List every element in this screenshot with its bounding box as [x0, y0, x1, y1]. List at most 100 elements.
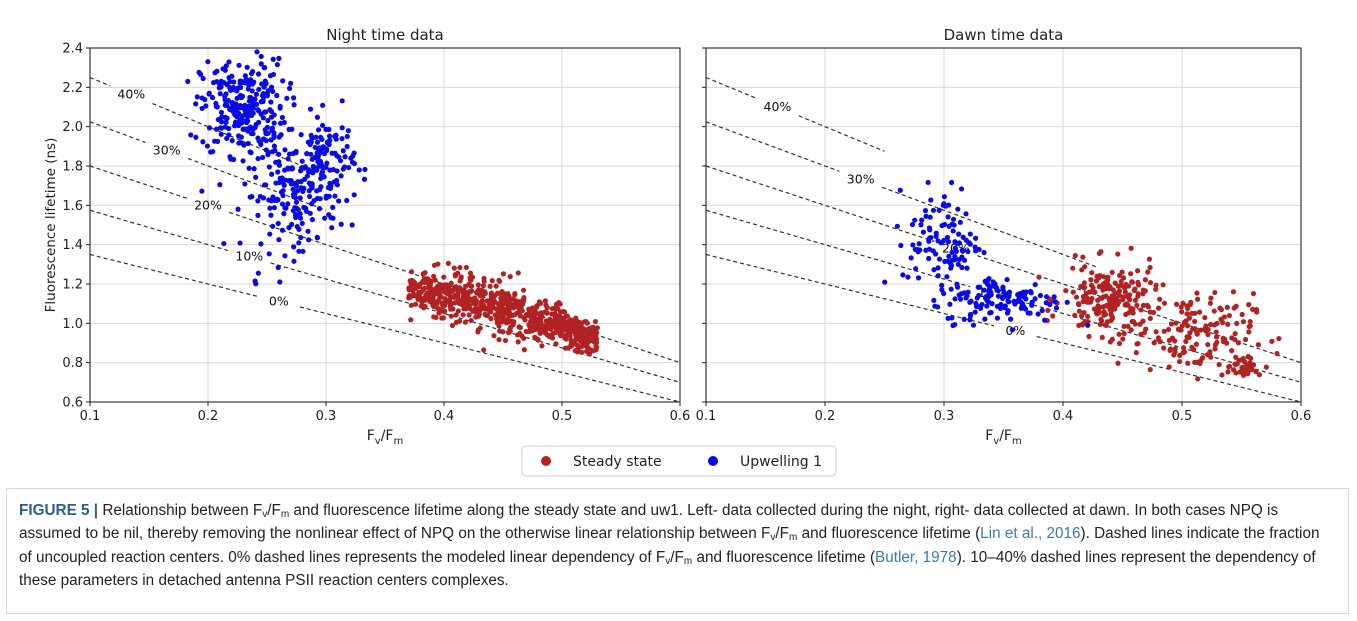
data-point-upwelling-1	[208, 149, 214, 155]
y-tick-label: 0.6	[62, 396, 83, 411]
data-point-steady-state	[489, 278, 495, 284]
data-point-steady-state	[1226, 364, 1232, 370]
data-point-upwelling-1	[305, 228, 311, 234]
legend-label: Steady state	[573, 454, 662, 470]
data-point-upwelling-1	[286, 85, 293, 92]
data-point-steady-state	[1240, 367, 1246, 373]
data-point-steady-state	[461, 306, 467, 312]
data-point-steady-state	[1112, 280, 1118, 286]
data-point-upwelling-1	[255, 71, 262, 77]
data-point-upwelling-1	[295, 188, 301, 194]
data-point-steady-state	[1147, 264, 1153, 271]
data-point-steady-state	[452, 273, 458, 279]
data-point-steady-state	[461, 287, 467, 294]
data-point-steady-state	[466, 312, 472, 318]
data-point-upwelling-1	[303, 205, 309, 211]
data-point-steady-state	[1195, 376, 1201, 382]
data-point-steady-state	[408, 269, 415, 275]
data-point-steady-state	[1135, 341, 1141, 347]
data-point-steady-state	[1104, 278, 1110, 284]
data-point-upwelling-1	[1027, 310, 1033, 316]
data-point-steady-state	[550, 330, 556, 336]
data-point-steady-state	[510, 305, 517, 311]
data-point-steady-state	[1234, 320, 1240, 327]
data-point-upwelling-1	[193, 134, 199, 140]
data-point-steady-state	[580, 327, 586, 334]
data-point-upwelling-1	[965, 248, 971, 255]
data-point-steady-state	[1230, 289, 1237, 295]
caption-ref-lin[interactable]: Lin et al., 2016	[980, 525, 1081, 543]
data-point-steady-state	[1072, 252, 1078, 259]
data-point-upwelling-1	[342, 154, 348, 160]
data-point-steady-state	[1135, 282, 1142, 288]
y-tick-label: 2.4	[62, 42, 83, 57]
data-point-upwelling-1	[882, 279, 888, 285]
data-point-steady-state	[446, 298, 452, 304]
data-point-upwelling-1	[320, 102, 326, 108]
y-tick-label: 1.8	[62, 160, 83, 175]
reference-line-label: 10%	[235, 249, 263, 264]
data-point-upwelling-1	[976, 292, 982, 299]
data-point-steady-state	[436, 289, 442, 295]
data-point-upwelling-1	[313, 134, 319, 140]
data-point-steady-state	[502, 337, 509, 344]
data-point-upwelling-1	[948, 286, 954, 292]
data-point-upwelling-1	[253, 101, 260, 108]
data-point-upwelling-1	[296, 240, 302, 246]
data-point-steady-state	[1096, 250, 1102, 257]
data-point-steady-state	[1095, 297, 1101, 303]
data-point-upwelling-1	[981, 287, 987, 293]
data-point-steady-state	[1111, 304, 1118, 311]
data-point-upwelling-1	[255, 212, 261, 218]
data-point-steady-state	[500, 329, 506, 335]
data-point-steady-state	[1187, 301, 1194, 308]
data-point-upwelling-1	[299, 158, 305, 164]
data-point-upwelling-1	[275, 264, 281, 271]
data-point-steady-state	[1147, 279, 1154, 286]
data-point-steady-state	[1099, 318, 1105, 324]
data-point-upwelling-1	[242, 73, 248, 79]
data-point-upwelling-1	[286, 151, 293, 157]
data-point-upwelling-1	[327, 180, 333, 186]
data-point-upwelling-1	[265, 117, 271, 124]
data-point-steady-state	[533, 304, 540, 310]
data-point-steady-state	[527, 324, 533, 330]
data-point-upwelling-1	[356, 167, 362, 173]
data-point-upwelling-1	[337, 158, 344, 164]
data-point-upwelling-1	[1085, 322, 1091, 328]
caption-ref-butler[interactable]: Butler, 1978	[875, 548, 957, 566]
data-point-upwelling-1	[271, 205, 277, 211]
data-point-steady-state	[1225, 321, 1231, 327]
x-tick-label: 0.6	[670, 409, 691, 424]
data-point-steady-state	[451, 294, 457, 300]
data-point-upwelling-1	[258, 141, 264, 148]
data-point-upwelling-1	[260, 97, 266, 103]
data-point-steady-state	[1132, 297, 1139, 303]
x-tick-label: 0.6	[1291, 409, 1312, 424]
data-point-upwelling-1	[935, 238, 941, 244]
data-point-steady-state	[1274, 350, 1280, 357]
data-point-upwelling-1	[338, 221, 344, 227]
data-point-upwelling-1	[963, 211, 969, 217]
data-point-upwelling-1	[314, 114, 321, 120]
data-point-upwelling-1	[267, 231, 273, 237]
data-point-upwelling-1	[348, 155, 354, 161]
data-point-upwelling-1	[211, 138, 218, 144]
caption-sub-v-1: v	[262, 509, 268, 520]
data-point-upwelling-1	[306, 237, 312, 243]
data-point-upwelling-1	[926, 255, 932, 262]
data-point-upwelling-1	[224, 115, 230, 121]
data-point-steady-state	[588, 325, 594, 331]
data-point-upwelling-1	[990, 279, 996, 285]
data-point-steady-state	[465, 293, 471, 300]
data-point-upwelling-1	[946, 253, 952, 259]
data-point-upwelling-1	[344, 133, 350, 140]
x-tick-label: 0.3	[316, 409, 337, 424]
data-point-steady-state	[1121, 323, 1127, 330]
data-point-steady-state	[1186, 315, 1193, 321]
data-point-upwelling-1	[269, 171, 275, 177]
data-point-upwelling-1	[1000, 294, 1007, 300]
data-point-steady-state	[594, 325, 600, 331]
caption-sub-m-3: m	[683, 555, 693, 567]
data-point-upwelling-1	[956, 231, 962, 237]
